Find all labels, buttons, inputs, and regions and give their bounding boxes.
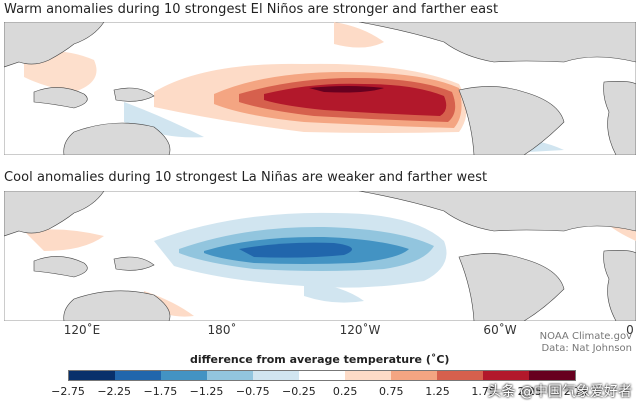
anomaly-band-minus1.75: [239, 242, 352, 258]
anomaly-band-minus0.25-tail: [304, 281, 364, 303]
north-america: [358, 22, 636, 63]
longitude-label-0: 0: [626, 323, 634, 337]
australia: [63, 290, 171, 321]
north-america: [358, 191, 636, 232]
landmass-group: [4, 191, 636, 321]
colorbar-tick-label: −0.25: [282, 385, 316, 398]
colorbar-bin: [391, 371, 437, 380]
longitude-label-180: 180˚: [207, 323, 237, 337]
colorbar-tick-label: 2.75: [563, 385, 589, 398]
south-america: [458, 253, 565, 321]
colorbar-tick-label: 0.25: [332, 385, 358, 398]
africa: [603, 250, 636, 321]
el-nino-map: [4, 22, 636, 155]
maritime-continent: [33, 87, 88, 109]
africa: [603, 81, 636, 155]
colorbar: [68, 370, 576, 381]
colorbar-bin: [161, 371, 207, 380]
map-title-la-nina: Cool anomalies during 10 strongest La Ni…: [4, 170, 488, 185]
colorbar-bin: [207, 371, 253, 380]
longitude-label-120e: 120˚E: [63, 323, 101, 337]
colorbar-tick-label: −2.75: [51, 385, 85, 398]
colorbar-tick-label: −2.25: [97, 385, 132, 398]
colorbar-bin: [69, 371, 115, 380]
anomaly-band-2.25: [309, 86, 384, 93]
legend-title: difference from average temperature (˚C): [190, 353, 450, 366]
anomaly-band-warm-small: [24, 229, 104, 251]
australia: [63, 122, 171, 155]
colorbar-tick-label: −0.75: [235, 385, 270, 398]
colorbar-tick-label: 1.75: [471, 385, 496, 398]
colorbar-tick-label: 2.25: [517, 385, 543, 398]
new-guinea: [113, 256, 155, 271]
credit-author: Data: Nat Johnson: [541, 343, 632, 354]
longitude-label-120w: 120˚W: [339, 323, 381, 337]
longitude-label-60w: 60˚W: [483, 323, 517, 337]
colorbar-tick-label: −1.75: [143, 385, 178, 398]
credit-source: NOAA Climate.gov: [539, 331, 632, 342]
colorbar-bin: [529, 371, 575, 380]
anomaly-band-1.75: [264, 83, 447, 116]
asia-landmass: [4, 191, 105, 237]
colorbar-tick-label: 1.25: [425, 385, 450, 398]
map-title-el-nino: Warm anomalies during 10 strongest El Ni…: [4, 2, 499, 17]
asia-landmass: [4, 22, 105, 68]
colorbar-bin: [115, 371, 161, 380]
colorbar-bin: [437, 371, 483, 380]
cool-anomaly-field: [24, 208, 636, 317]
colorbar-tick-label: −1.25: [189, 385, 224, 398]
colorbar-bin: [345, 371, 391, 380]
colorbar-bin: [483, 371, 529, 380]
south-america: [458, 86, 565, 155]
maritime-continent: [33, 256, 88, 278]
watermark: 头条 @中国气象爱好者: [487, 384, 632, 400]
colorbar-bin: [253, 371, 299, 380]
new-guinea: [113, 87, 155, 102]
la-nina-map: [4, 191, 636, 321]
colorbar-tick-label: 0.75: [379, 385, 404, 398]
landmass-group: [4, 22, 636, 155]
anomaly-band-0.25-south: [334, 22, 384, 48]
colorbar-bin: [299, 371, 345, 380]
